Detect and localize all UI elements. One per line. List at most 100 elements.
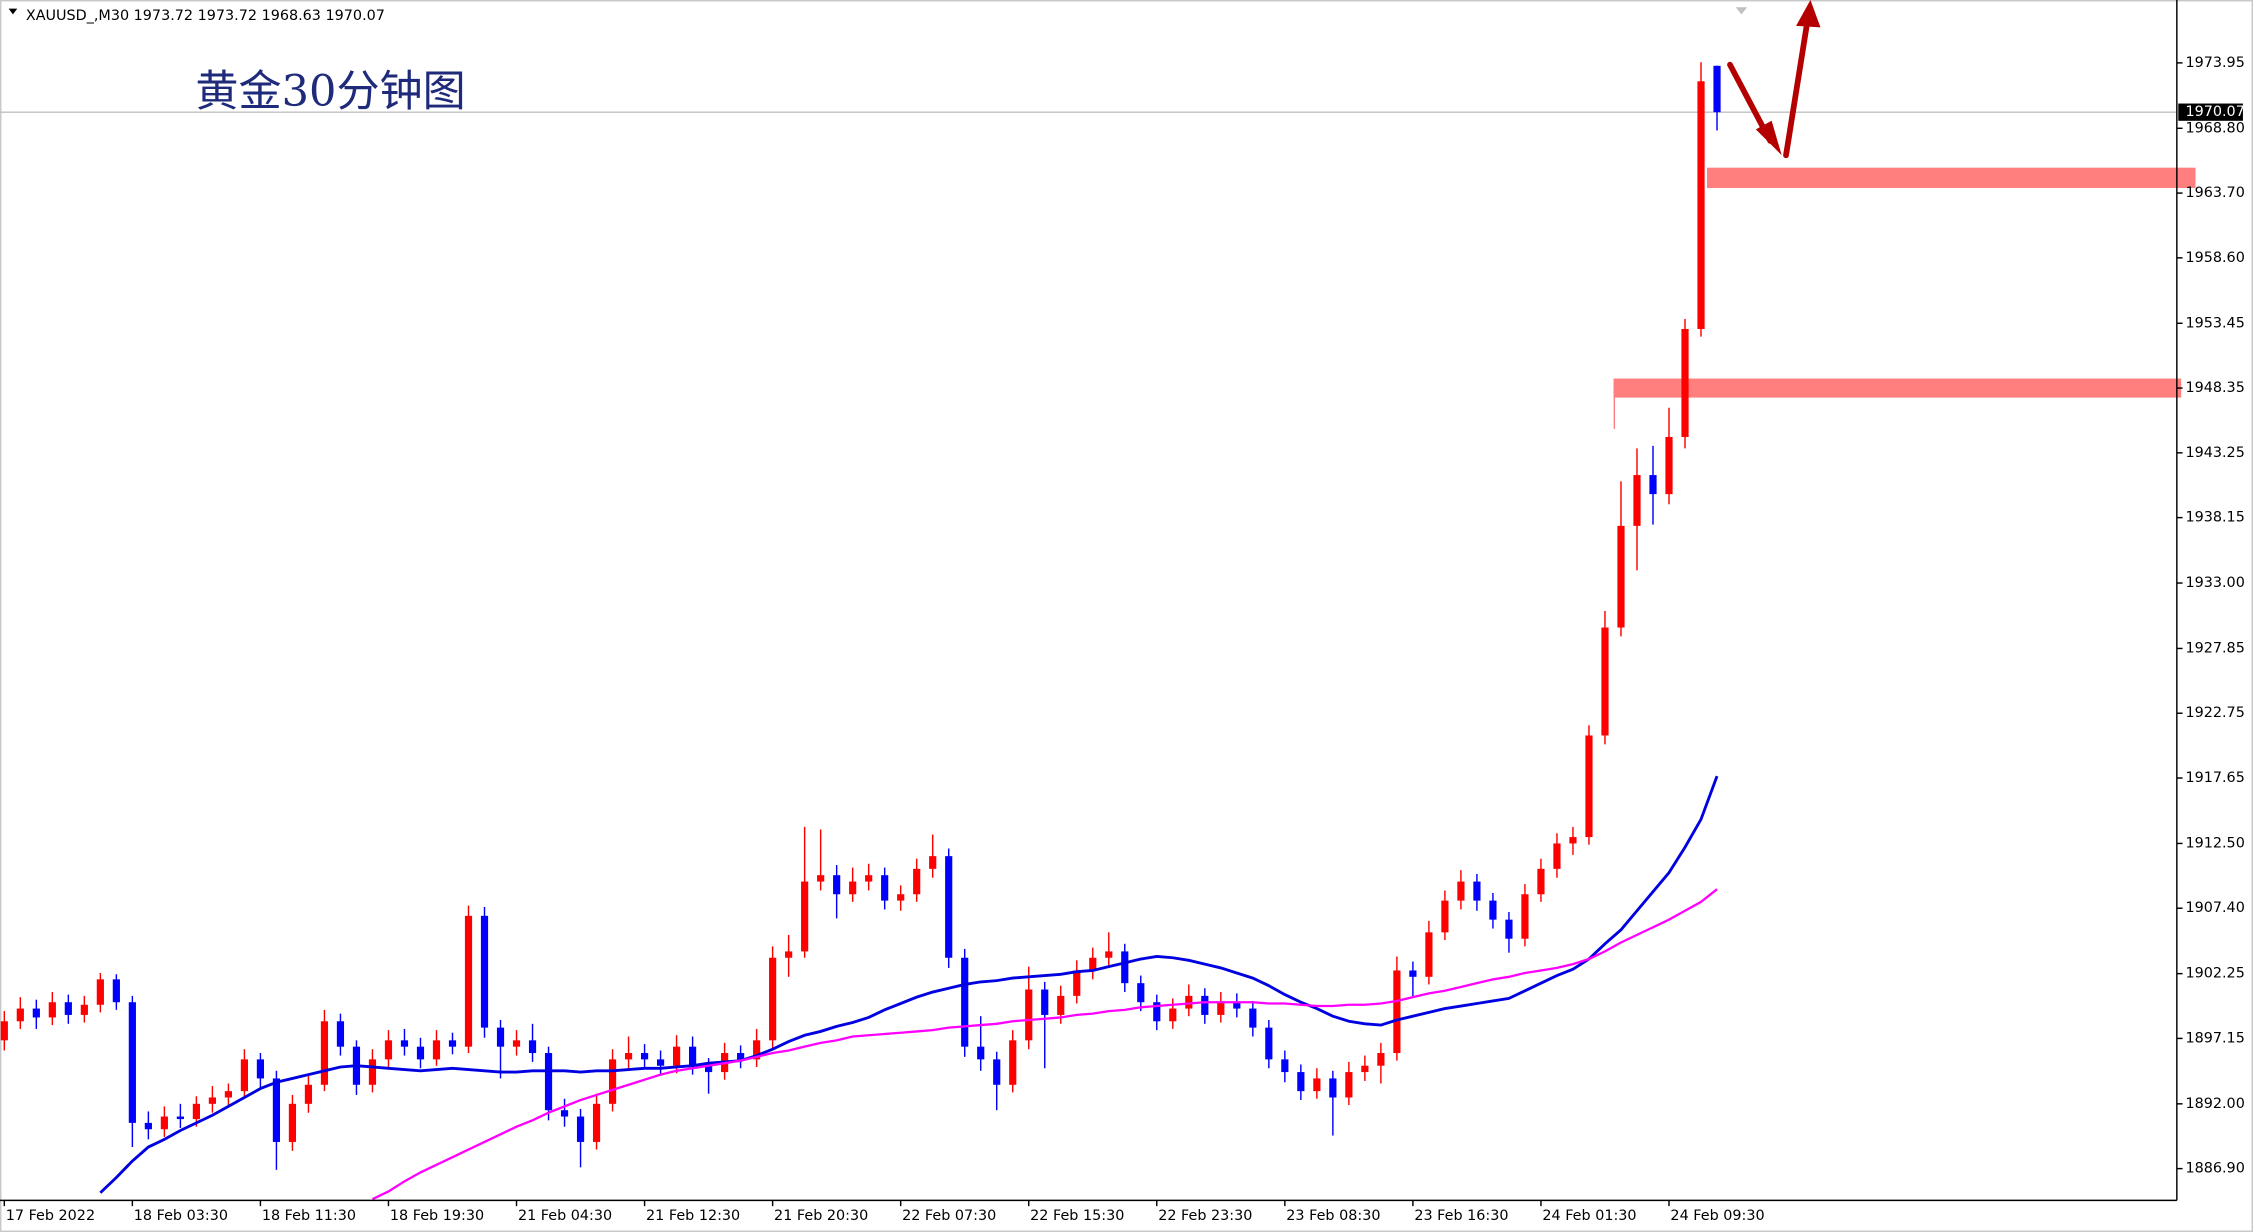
candle-body [753, 1040, 761, 1060]
y-tick-label: 1897.15 [2185, 1030, 2244, 1046]
y-tick-label: 1948.35 [2185, 380, 2244, 396]
candle-body [432, 1040, 441, 1060]
candle-body [1233, 1002, 1241, 1009]
candle-body [1553, 843, 1561, 869]
candle-body [801, 881, 809, 952]
candle-body [1665, 436, 1673, 495]
arrow-up [1783, 17, 1811, 159]
candle-body [881, 875, 889, 901]
current-price-box [2178, 103, 2243, 121]
x-tick-label: 22 Feb 15:30 [1030, 1208, 1124, 1224]
candle-body [416, 1046, 425, 1060]
candle-body [0, 1021, 8, 1041]
candle-body [1441, 900, 1449, 933]
candle-body [1313, 1078, 1321, 1092]
plot [0, 62, 2177, 1201]
y-tick-label: 1902.25 [2185, 966, 2244, 982]
candle-body [833, 875, 841, 895]
candle-body [128, 1002, 136, 1123]
candle-body [176, 1116, 184, 1120]
header-close: 1970.07 [326, 8, 385, 24]
candle-body [96, 979, 104, 1005]
candle-body [1137, 983, 1145, 1003]
candle-body [817, 875, 825, 882]
candle-body [1345, 1072, 1353, 1098]
candle-body [897, 894, 905, 901]
x-tick-label: 21 Feb 12:30 [646, 1208, 740, 1224]
candle-body [320, 1021, 329, 1085]
candle-body [865, 875, 873, 882]
y-tick-label: 1953.45 [2185, 315, 2244, 331]
candle-body [1569, 837, 1577, 844]
candle-body [1713, 65, 1721, 113]
candle-body [80, 1004, 88, 1015]
y-tick-label: 1973.95 [2185, 55, 2244, 71]
candle-body [1089, 957, 1097, 971]
scroll-marker [1735, 7, 1748, 15]
candle-body [1041, 989, 1049, 1015]
candle-body [1489, 900, 1497, 920]
candle-body [1697, 81, 1705, 329]
candle-body [144, 1122, 152, 1130]
candle-body [192, 1103, 200, 1120]
candle-body [1505, 919, 1513, 939]
candle-body [240, 1059, 249, 1092]
candle-body [400, 1040, 409, 1047]
moving-average [371, 888, 1718, 1201]
candle-body [480, 915, 489, 1028]
candle-body [993, 1059, 1001, 1085]
candle-body [977, 1046, 985, 1060]
y-tick-label: 1958.60 [2185, 250, 2244, 266]
candle-body [224, 1091, 232, 1098]
candle-body [1329, 1078, 1337, 1098]
candle-body [672, 1046, 681, 1066]
y-tick-label: 1922.75 [2185, 705, 2244, 721]
candle-body [689, 1046, 697, 1066]
candle-body [1153, 1002, 1161, 1022]
candle-body [640, 1053, 649, 1060]
candle-body [112, 979, 120, 1003]
x-tick-label: 24 Feb 09:30 [1670, 1208, 1764, 1224]
candle-body [288, 1103, 297, 1142]
candle-body [656, 1059, 665, 1066]
chart-title: 黄金30分钟图 [195, 67, 465, 117]
candle-body [16, 1008, 24, 1022]
candle-body [1537, 868, 1545, 895]
candle-body [32, 1008, 40, 1018]
candle-body [496, 1027, 505, 1047]
x-tick-label: 23 Feb 16:30 [1414, 1208, 1508, 1224]
candle-body [448, 1040, 457, 1047]
x-tick-label: 21 Feb 20:30 [774, 1208, 868, 1224]
candle-body [1217, 1002, 1225, 1015]
arrow-up-head [1796, 0, 1821, 28]
candle-body [1201, 995, 1209, 1015]
candle-body [608, 1059, 617, 1104]
candle-body [384, 1040, 393, 1060]
x-tick-label: 18 Feb 19:30 [390, 1208, 484, 1224]
candle-body [1057, 995, 1065, 1015]
y-tick-label: 1912.50 [2185, 835, 2244, 851]
candle-body [929, 856, 937, 869]
candle-body [1281, 1059, 1289, 1073]
zone [1613, 378, 2182, 398]
zones [1613, 167, 2196, 429]
candle-body [1249, 1008, 1257, 1028]
candle-body [64, 1002, 72, 1015]
x-tick-label: 24 Feb 01:30 [1542, 1208, 1636, 1224]
x-tick-label: 18 Feb 11:30 [262, 1208, 356, 1224]
x-tick-label: 18 Feb 03:30 [134, 1208, 228, 1224]
candle-body [544, 1053, 553, 1111]
y-tick-label: 1907.40 [2185, 900, 2244, 916]
candle-body [1633, 475, 1641, 526]
candle-body [945, 856, 953, 958]
candle-body [785, 951, 793, 958]
candle-body [1361, 1065, 1369, 1073]
candle-body [1169, 1008, 1177, 1022]
y-tick-label: 1927.85 [2185, 640, 2244, 656]
candle-body [737, 1053, 745, 1060]
candle-body [304, 1084, 313, 1104]
candle-body [1185, 995, 1193, 1009]
candle-body [1025, 989, 1033, 1041]
x-tick-label: 17 Feb 2022 [6, 1208, 95, 1224]
